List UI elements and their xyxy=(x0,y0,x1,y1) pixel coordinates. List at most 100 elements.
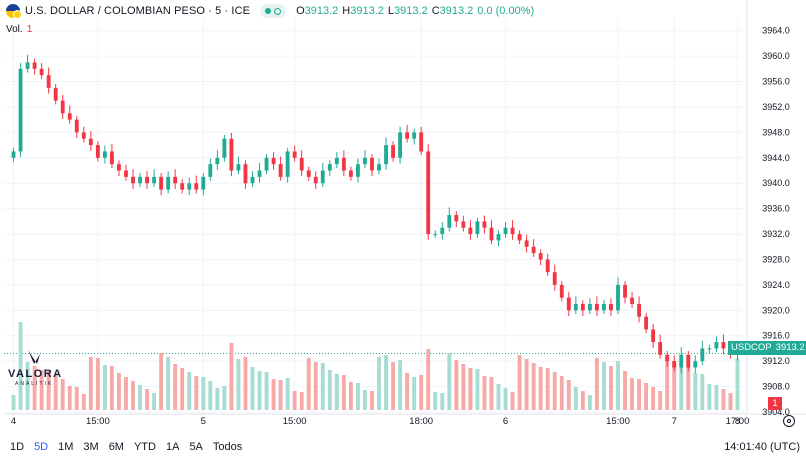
candle-body xyxy=(573,303,578,311)
market-status-badge[interactable] xyxy=(260,4,287,18)
candle-body xyxy=(384,145,388,165)
candle-body xyxy=(117,164,121,171)
tf-todos[interactable]: Todos xyxy=(212,441,243,453)
x-tick-label: 15:00 xyxy=(283,416,307,427)
candle-body xyxy=(672,361,677,368)
volume-bar xyxy=(159,353,164,410)
candle-body xyxy=(700,348,705,362)
volume-bar xyxy=(271,379,276,410)
volume-bar xyxy=(320,363,325,410)
volume-bar xyxy=(187,372,192,410)
x-tick-label: 18:00 xyxy=(409,416,433,427)
candle-body xyxy=(243,164,248,184)
candle-body xyxy=(644,316,649,330)
candle-body xyxy=(95,145,100,158)
volume-bar xyxy=(109,366,114,410)
candle-body xyxy=(320,170,325,184)
candle-body xyxy=(102,151,107,158)
candle-body xyxy=(398,132,403,158)
candle-body xyxy=(545,259,550,273)
logo-subtitle: ANALITIK xyxy=(15,381,54,387)
candle-body xyxy=(285,151,290,177)
candle-body xyxy=(651,329,656,343)
valora-logo-icon xyxy=(28,350,40,364)
candle-body xyxy=(67,113,72,120)
x-tick-label: 15:00 xyxy=(606,416,630,427)
volume-bar xyxy=(370,391,374,410)
volume-bar xyxy=(517,355,522,410)
volume-bar xyxy=(173,364,178,410)
candle-body xyxy=(201,176,206,190)
candle-body xyxy=(32,62,37,69)
volume-bar xyxy=(53,375,58,410)
tf-6m[interactable]: 6M xyxy=(108,441,124,453)
candle-body xyxy=(665,354,670,362)
candle-body xyxy=(257,170,262,177)
volume-bar xyxy=(292,391,297,410)
volume-bar xyxy=(735,358,740,410)
volume-bar xyxy=(559,376,564,410)
volume-bar xyxy=(39,370,44,410)
chart-grid xyxy=(4,0,806,418)
y-tick-label: 3940.0 xyxy=(762,178,790,188)
clock[interactable]: 14:01:40 (UTC) xyxy=(724,441,800,453)
tf-1a[interactable]: 1A xyxy=(165,441,180,453)
candle-body xyxy=(496,234,501,241)
candle-body xyxy=(145,176,149,184)
candle-body xyxy=(60,100,65,114)
y-tick-label: 3932.0 xyxy=(762,229,790,239)
settings-icon[interactable] xyxy=(783,415,795,427)
tf-5a[interactable]: 5A xyxy=(189,441,203,453)
candle-body xyxy=(482,221,487,228)
x-axis: 4 15:00 5 15:00 18:00 6 15:00 7 17:008 xyxy=(11,416,750,427)
candle-body xyxy=(461,221,466,228)
y-tick-label: 3960.0 xyxy=(762,51,790,61)
candle-body xyxy=(707,348,712,350)
y-tick-label: 3928.0 xyxy=(762,254,790,264)
candle-body xyxy=(74,119,79,133)
x-tick-label: 15:00 xyxy=(86,416,110,427)
candle-body xyxy=(306,170,311,177)
candle-body xyxy=(566,297,571,311)
tf-5d[interactable]: 5D xyxy=(34,441,49,453)
tf-ytd[interactable]: YTD xyxy=(133,441,156,453)
volume-bar xyxy=(405,373,410,410)
tf-1m[interactable]: 1M xyxy=(58,441,74,453)
candle-body xyxy=(489,227,494,241)
volume-bar xyxy=(67,386,72,410)
candle-body xyxy=(587,303,592,311)
volume-bar xyxy=(18,322,23,410)
price-tag-value: 3913.2 xyxy=(775,342,805,353)
y-tick-label: 3956.0 xyxy=(762,77,790,87)
volume-bar xyxy=(124,377,128,410)
volume-bar xyxy=(573,387,578,410)
tf-1d[interactable]: 1D xyxy=(10,441,25,453)
y-tick-label: 3964.0 xyxy=(762,26,790,36)
timeframe-bar: 1D 5D 1M 3M 6M YTD 1A 5A Todos 14:01:40 … xyxy=(0,433,806,461)
tf-3m[interactable]: 3M xyxy=(83,441,99,453)
volume-bar xyxy=(538,367,543,410)
x-tick-label: 4 xyxy=(11,416,16,427)
y-tick-label: 3908.0 xyxy=(762,382,790,392)
symbol-title[interactable]: U.S. DOLLAR / COLOMBIAN PESO · 5 · ICE xyxy=(25,5,251,17)
candle-body xyxy=(609,303,613,311)
candle-body xyxy=(327,164,332,171)
x-tick-label: 7 xyxy=(672,416,677,427)
volume-bar xyxy=(306,358,311,410)
volume-bar xyxy=(377,357,381,410)
candle-body xyxy=(278,164,283,177)
candle-body xyxy=(580,303,585,311)
volume-bar xyxy=(229,343,234,410)
candle-body xyxy=(355,164,360,177)
volume-bar xyxy=(264,372,269,410)
last-price-tag: USDCOP 3913.2 xyxy=(728,341,806,355)
volume-bar xyxy=(700,374,705,410)
volume-bar xyxy=(616,361,620,410)
candle-body xyxy=(173,176,178,184)
candle-body xyxy=(180,183,185,190)
candle-body xyxy=(391,145,396,158)
candle-body xyxy=(18,68,23,152)
volume-bar xyxy=(398,360,403,410)
volume-bar xyxy=(11,395,16,410)
